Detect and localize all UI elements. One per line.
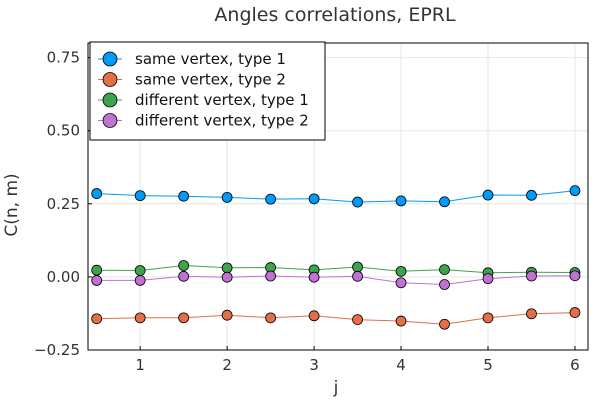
data-point <box>265 312 277 324</box>
series-1 <box>91 185 581 208</box>
y-tick-label: 0.75 <box>47 49 80 67</box>
data-point <box>265 270 277 282</box>
y-tick-label: 0.50 <box>47 122 80 140</box>
legend-label: same vertex, type 2 <box>135 71 286 89</box>
data-point <box>352 314 363 325</box>
data-point <box>265 193 277 205</box>
plot-frame <box>87 42 589 351</box>
y-tick-label: 0.00 <box>47 268 80 286</box>
legend-box <box>89 41 326 141</box>
series-line <box>96 312 576 325</box>
axis-ticks: 1 2 3 4 5 6 −0.25 0.00 0.25 0.50 0.75 <box>34 49 580 374</box>
y-tick-label: 0.25 <box>47 195 80 213</box>
data-point <box>395 195 407 207</box>
series-layer <box>91 185 581 330</box>
data-point <box>395 265 407 277</box>
data-point <box>526 270 537 282</box>
series-2 <box>91 307 581 330</box>
series-4 <box>91 270 581 290</box>
legend: same vertex, type 1 same vertex, type 2 di… <box>89 41 326 141</box>
data-point <box>395 277 407 289</box>
data-point <box>439 318 450 330</box>
data-point <box>482 312 494 324</box>
series-line <box>96 190 576 203</box>
x-tick-label: 3 <box>309 356 319 374</box>
data-point <box>569 185 581 197</box>
legend-label: same vertex, type 1 <box>135 50 286 68</box>
y-tick-label: −0.25 <box>34 341 80 359</box>
data-point <box>221 309 233 321</box>
series-3 <box>91 260 581 279</box>
data-point <box>91 264 103 276</box>
chart-title: Angles correlations, EPRL <box>214 4 456 26</box>
legend-swatch-marker <box>102 92 118 108</box>
legend-entry: different vertex, type 1 <box>98 91 309 109</box>
data-point <box>308 193 320 205</box>
x-axis-label: j <box>333 378 339 398</box>
legend-swatch-marker <box>102 72 118 87</box>
data-point <box>91 313 103 325</box>
data-point <box>134 312 146 324</box>
data-point <box>134 190 146 202</box>
data-point <box>178 190 190 202</box>
data-point <box>91 188 103 199</box>
data-point <box>569 270 581 282</box>
series-line <box>96 275 576 286</box>
data-point <box>352 196 363 208</box>
data-point <box>178 312 190 324</box>
data-point <box>439 279 450 290</box>
x-tick-label: 1 <box>135 356 145 374</box>
legend-entry: same vertex, type 1 <box>98 50 286 68</box>
data-point <box>134 275 146 286</box>
x-tick-label: 4 <box>396 356 406 374</box>
data-point <box>134 265 146 276</box>
data-point <box>482 273 494 285</box>
x-tick-label: 2 <box>222 356 232 374</box>
legend-label: different vertex, type 2 <box>135 112 309 130</box>
data-point <box>308 310 320 322</box>
legend-swatch-marker <box>102 51 118 67</box>
x-tick-label: 5 <box>483 356 493 374</box>
y-axis-label: C(n, m) <box>2 173 22 236</box>
data-point <box>352 270 363 282</box>
data-point <box>526 308 537 320</box>
data-point <box>91 275 103 286</box>
data-point <box>439 264 450 275</box>
legend-entry: same vertex, type 2 <box>98 71 286 89</box>
data-point <box>352 261 363 273</box>
data-point <box>439 196 450 208</box>
legend-swatch-marker <box>102 113 118 128</box>
data-point <box>482 189 494 201</box>
data-point <box>395 315 407 327</box>
data-point <box>178 260 190 271</box>
data-point <box>569 307 581 318</box>
data-point <box>526 189 537 201</box>
legend-entry: different vertex, type 2 <box>98 112 309 130</box>
data-point <box>221 271 233 283</box>
legend-label: different vertex, type 1 <box>135 91 309 109</box>
data-point <box>178 270 190 282</box>
data-point <box>221 262 233 274</box>
data-point <box>308 271 320 283</box>
x-tick-label: 6 <box>570 356 580 374</box>
series-line <box>96 264 576 274</box>
data-point <box>221 191 233 203</box>
